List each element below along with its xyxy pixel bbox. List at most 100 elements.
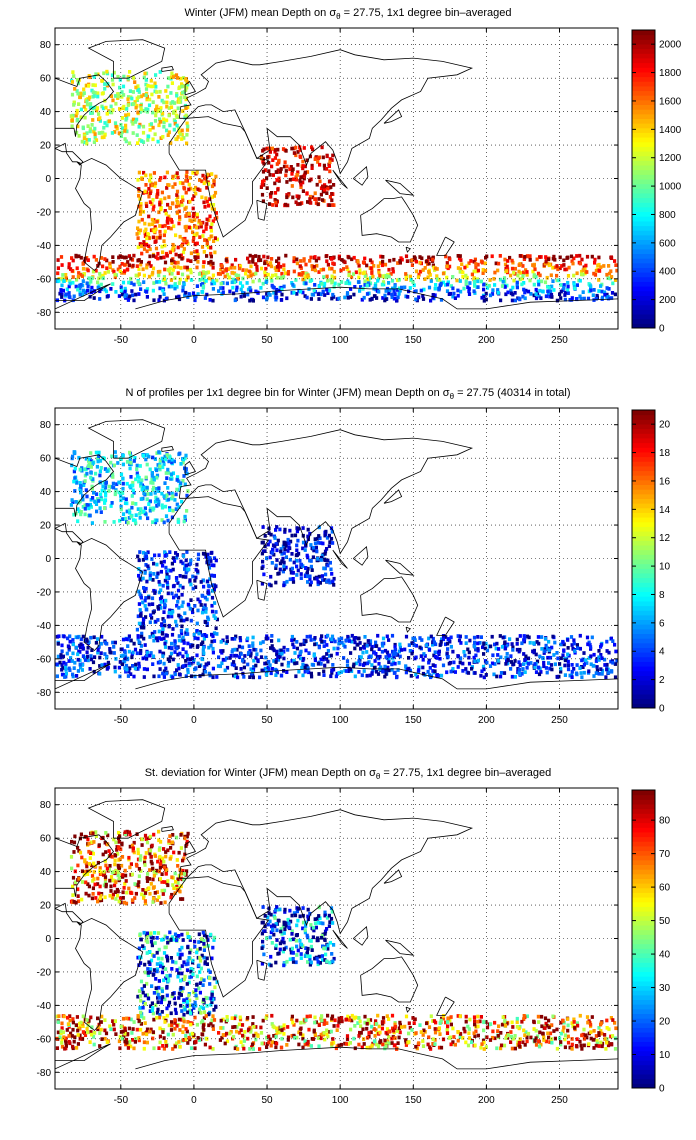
data-cell [274, 148, 278, 152]
data-cell [137, 479, 141, 484]
data-cell [97, 276, 101, 281]
data-cell [265, 673, 269, 677]
data-cell [132, 641, 136, 646]
data-cell [326, 563, 330, 568]
data-cell [321, 184, 325, 189]
colorbar-tick-label: 8 [659, 590, 665, 601]
data-cell [158, 286, 162, 291]
colorbar-segment [632, 300, 655, 306]
data-cell [268, 555, 272, 560]
data-cell [81, 261, 85, 266]
data-cell [158, 582, 162, 587]
data-cell [233, 637, 237, 641]
colorbar-segment [632, 174, 655, 180]
data-cells [55, 69, 618, 303]
data-cell [541, 656, 545, 660]
data-cell [435, 274, 439, 278]
data-cell [76, 669, 80, 673]
data-cell [323, 533, 327, 538]
data-cell [98, 473, 102, 478]
data-cell [205, 217, 209, 222]
data-cell [181, 897, 185, 901]
data-cell [151, 198, 155, 202]
data-cell [71, 500, 75, 504]
data-cell [258, 675, 262, 680]
data-cell [232, 271, 237, 276]
data-cell [207, 565, 212, 570]
data-cell [329, 674, 333, 679]
data-cell [421, 657, 425, 662]
data-cell [143, 643, 147, 647]
data-cell [147, 886, 151, 890]
data-cell [314, 642, 318, 646]
data-cell [112, 70, 116, 75]
data-cell [215, 632, 219, 636]
data-cell [542, 664, 546, 669]
data-cell [526, 289, 531, 294]
data-cell [191, 574, 195, 579]
data-cell [238, 636, 242, 640]
data-cell [175, 487, 179, 492]
data-cell [427, 261, 431, 266]
data-cell [211, 265, 215, 270]
data-cell [325, 259, 329, 264]
data-cell [139, 202, 143, 206]
data-cell [175, 193, 179, 197]
data-cell [205, 254, 209, 258]
data-cell [186, 667, 190, 672]
data-cell [306, 580, 310, 584]
data-cell [90, 896, 94, 901]
data-cell [318, 179, 322, 184]
data-cell [597, 278, 601, 282]
data-cell [456, 293, 460, 298]
data-cell [99, 651, 103, 655]
data-cell [533, 267, 537, 272]
data-cell [56, 266, 60, 270]
data-cell [325, 274, 329, 279]
data-cell [277, 158, 281, 163]
data-cell [155, 868, 159, 873]
data-cell [132, 491, 136, 495]
data-cell [566, 652, 570, 657]
data-cell [174, 835, 179, 840]
data-cell [431, 669, 435, 673]
data-cell [379, 254, 383, 259]
data-cell [195, 621, 199, 626]
data-cell [117, 840, 121, 844]
data-cell [599, 643, 603, 647]
data-cell [204, 634, 208, 638]
data-cell [96, 650, 100, 655]
data-cell [270, 667, 275, 671]
data-cell [196, 661, 200, 666]
data-cell [123, 289, 127, 294]
data-cell [398, 642, 402, 647]
colorbar-segment [632, 628, 655, 634]
colorbar-segment [632, 428, 655, 434]
data-cell [183, 611, 187, 616]
data-cell [129, 890, 133, 895]
data-cell [144, 457, 148, 462]
data-cell [488, 664, 493, 668]
colorbar-tick-label: 800 [659, 210, 676, 221]
data-cell [314, 201, 318, 205]
data-cell [234, 257, 238, 262]
data-cell [102, 456, 106, 461]
data-cell [88, 105, 92, 110]
data-cell [123, 129, 127, 133]
data-cell [298, 202, 302, 206]
data-cell [163, 481, 167, 485]
data-cell [387, 657, 391, 662]
data-cell [503, 262, 508, 267]
data-cell [94, 502, 99, 506]
data-cell [599, 645, 603, 649]
data-cell [99, 492, 103, 497]
data-cell [325, 191, 329, 195]
data-cell [100, 663, 104, 667]
data-cell [261, 148, 265, 153]
data-cell [285, 193, 289, 197]
data-cell [254, 289, 258, 294]
data-cell [164, 281, 168, 286]
data-cell [278, 567, 282, 572]
data-cell [414, 297, 418, 302]
data-cell [290, 146, 294, 151]
